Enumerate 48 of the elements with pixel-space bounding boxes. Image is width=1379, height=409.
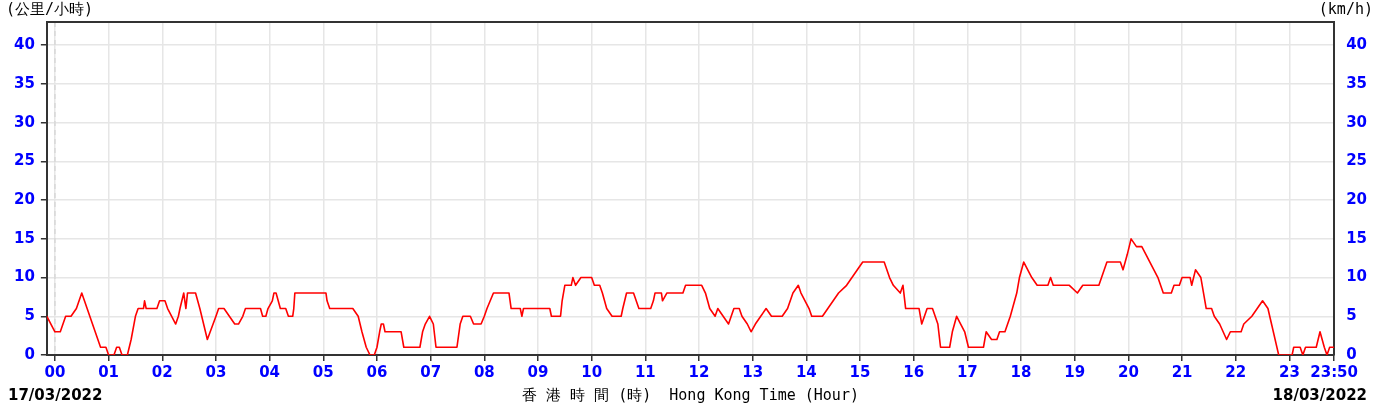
y2-tick-label: 20: [1346, 190, 1367, 209]
y2-axis-title: (km/h): [1318, 0, 1373, 18]
x-tick-label: 11: [634, 362, 656, 381]
x-tick-label: 22: [1225, 362, 1247, 381]
x-tick-label: 14: [795, 362, 817, 381]
x-tick-label: 06: [366, 362, 388, 381]
text: 17/03/2022: [8, 385, 103, 404]
x-tick-label: 02: [151, 362, 173, 381]
x-tick-label: 08: [473, 362, 495, 381]
y2-tick-label: 0: [1346, 344, 1357, 363]
y-tick-label: 30: [14, 112, 35, 131]
y-tick-label: 10: [14, 267, 35, 286]
y2-tick-label: 10: [1346, 267, 1367, 286]
x-tick-label: 17: [956, 362, 978, 381]
x-tick-label: 04: [259, 362, 281, 381]
x-tick-label: 15: [849, 362, 871, 381]
x-tick-label: 23: [1278, 362, 1300, 381]
y-tick-label: 35: [14, 73, 35, 92]
x-tick-label: 21: [1171, 362, 1193, 381]
y-tick-label: 40: [14, 35, 35, 54]
x-tick-label: 20: [1117, 362, 1139, 381]
x-axis-title: 香 港 時 間 (時) Hong Kong Time (Hour): [522, 385, 859, 404]
y2-tick-label: 25: [1346, 151, 1367, 170]
x-tick-label: 16: [903, 362, 925, 381]
x-tick-label: 09: [527, 362, 549, 381]
y2-tick-label: 35: [1346, 73, 1367, 92]
y-tick-label: 15: [14, 228, 35, 247]
x-tick-label: 05: [312, 362, 334, 381]
x-tick-label: 23:50: [1310, 362, 1358, 381]
text: 18/03/2022: [1272, 385, 1367, 404]
y2-tick-label: 30: [1346, 112, 1367, 131]
y-axis-title: (公里/小時): [6, 0, 94, 18]
y2-tick-label: 40: [1346, 35, 1367, 54]
x-tick-label: 01: [98, 362, 120, 381]
y-tick-label: 25: [14, 151, 35, 170]
y-tick-label: 20: [14, 190, 35, 209]
x-tick-label: 10: [581, 362, 603, 381]
y2-tick-label: 5: [1346, 306, 1357, 325]
x-tick-label: 00: [44, 362, 66, 381]
x-tick-label: 18: [1010, 362, 1032, 381]
x-tick-label: 07: [420, 362, 442, 381]
y-tick-label: 5: [24, 306, 35, 325]
x-tick-label: 19: [1064, 362, 1086, 381]
x-tick-label: 13: [742, 362, 764, 381]
x-tick-label: 03: [205, 362, 227, 381]
y2-tick-label: 15: [1346, 228, 1367, 247]
y-tick-label: 0: [24, 344, 35, 363]
x-tick-label: 12: [688, 362, 710, 381]
